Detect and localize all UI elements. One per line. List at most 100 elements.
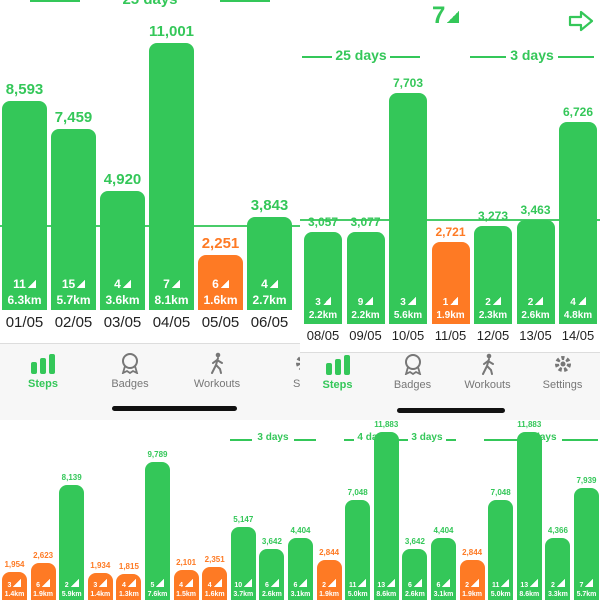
floors-icon xyxy=(13,578,22,587)
share-arrow-icon[interactable] xyxy=(568,10,594,32)
floors-icon xyxy=(70,578,79,587)
day-bar[interactable]: 2 1.9km xyxy=(459,559,485,600)
tab-label: Settings xyxy=(542,379,583,391)
floors-label: 11 xyxy=(488,578,513,589)
day-bar[interactable]: 3 1.4km xyxy=(2,572,27,600)
day-bar[interactable]: 4 3.6km xyxy=(100,190,145,310)
step-count-label: 1,934 xyxy=(90,560,111,570)
medal-icon xyxy=(375,353,450,376)
floors-value: 3 xyxy=(7,581,12,589)
distance-label: 8.1km xyxy=(154,293,189,307)
distance-label: 8.6km xyxy=(376,591,397,598)
tab-settings[interactable]: Settings xyxy=(525,353,600,391)
floors-label: 11 xyxy=(2,278,47,290)
bar-chart-icon xyxy=(300,353,375,375)
streak-bracket: 25 days xyxy=(302,47,420,65)
step-count-label: 3,057 xyxy=(307,215,339,230)
distance-label: 5.7km xyxy=(56,292,91,307)
bracket-line xyxy=(484,439,520,441)
floors-icon xyxy=(99,578,108,587)
step-count-label: 4,920 xyxy=(103,170,142,188)
distance-label: 8.6km xyxy=(519,591,540,598)
floors-label: 2 xyxy=(59,578,84,589)
floors-icon xyxy=(585,578,594,587)
day-bar[interactable]: 3 1.4km xyxy=(87,572,113,600)
steps-chart: 3 2.2km 3,057 08/05 9 2.2km 3,077 09/05 3 5.6km 7,… xyxy=(300,0,600,350)
streak-bracket-label: 3 days xyxy=(257,432,289,443)
day-bar[interactable]: 6 1.9km xyxy=(30,562,56,600)
distance-label: 1.4km xyxy=(90,590,111,598)
floors-label: 3 xyxy=(2,578,27,589)
tab-setti[interactable]: Setti xyxy=(265,352,300,390)
day-bar[interactable]: 2 2.6km xyxy=(516,220,555,324)
step-count-label: 2,844 xyxy=(319,547,340,557)
tab-label: Setti xyxy=(292,378,300,390)
day-bar[interactable]: 4 4.8km xyxy=(559,122,597,324)
step-count-label: 3,077 xyxy=(350,214,381,229)
day-bar[interactable]: 13 8.6km xyxy=(516,432,542,600)
step-count-label: 7,048 xyxy=(490,488,511,498)
floors-value: 11 xyxy=(348,581,357,589)
floors-icon xyxy=(42,578,51,587)
floors-label: 4 xyxy=(174,578,199,589)
floors-label: 11 xyxy=(345,578,370,589)
day-bar[interactable]: 5 7.6km xyxy=(145,461,170,600)
step-count-label: 3,463 xyxy=(520,203,551,218)
day-bar[interactable]: 3 2.2km xyxy=(304,232,342,324)
day-bar[interactable]: 4 1.3km xyxy=(116,574,142,600)
floors-value: 6 xyxy=(212,276,219,291)
day-bar[interactable]: 2 2.3km xyxy=(474,225,512,324)
floors-icon xyxy=(535,296,544,305)
day-bar[interactable]: 7 8.1km xyxy=(149,43,194,310)
day-bar[interactable]: 11 5.0km xyxy=(488,500,514,600)
day-bar[interactable]: 6 1.6km xyxy=(198,255,243,310)
day-bar[interactable]: 7 5.7km xyxy=(574,487,599,600)
day-bar[interactable]: 2 1.9km xyxy=(316,559,342,600)
day-bar[interactable]: 3 5.6km xyxy=(389,93,427,324)
floors-label: 3 xyxy=(304,296,342,308)
floors-value: 2 xyxy=(485,296,491,308)
tab-steps[interactable]: Steps xyxy=(300,353,375,391)
floors-label: 3 xyxy=(389,297,427,308)
day-bar[interactable]: 2 3.3km xyxy=(545,538,571,600)
distance-label: 3.3km xyxy=(547,590,568,598)
day-bar[interactable]: 2 5.9km xyxy=(59,484,85,600)
date-label: 13/05 xyxy=(519,328,552,343)
day-bar[interactable]: 13 8.6km xyxy=(373,432,399,600)
tab-workouts[interactable]: Workouts xyxy=(450,353,525,391)
tab-label: Steps xyxy=(28,378,58,390)
tab-steps[interactable]: Steps xyxy=(4,352,82,390)
day-bar[interactable]: 4 2.7km xyxy=(247,216,292,310)
day-bar[interactable]: 6 3.1km xyxy=(431,537,456,600)
tab-workouts[interactable]: Workouts xyxy=(178,352,256,390)
bracket-line xyxy=(562,439,598,441)
streak-bracket-label: 25 days xyxy=(122,0,177,8)
day-bar[interactable]: 1 1.9km xyxy=(431,242,470,324)
day-bar[interactable]: 4 1.5km xyxy=(173,570,199,600)
distance-label: 1.3km xyxy=(118,590,139,598)
screenshot-panel-2: 7 25 days 3 days 3 2.2km 3,057 08/05 9 2.2km 3,… xyxy=(300,0,600,420)
step-count-label: 2,351 xyxy=(204,554,225,564)
tab-badges[interactable]: Badges xyxy=(91,352,169,390)
floors-label: 2 xyxy=(545,578,570,589)
step-count-label: 3,642 xyxy=(404,536,425,546)
streak-bracket-label: 25 days xyxy=(335,47,387,63)
day-bar[interactable]: 6 2.6km xyxy=(259,548,285,600)
day-bar[interactable]: 15 5.7km xyxy=(51,128,96,310)
floors-value: 3 xyxy=(93,581,98,589)
floors-label: 6 xyxy=(288,578,313,589)
streak-bracket-label: 3 days xyxy=(411,432,443,443)
day-bar[interactable]: 4 1.6km xyxy=(202,566,228,600)
day-bar[interactable]: 9 2.2km xyxy=(346,231,385,324)
day-bar[interactable]: 11 6.3km xyxy=(2,101,47,310)
tab-badges[interactable]: Badges xyxy=(375,353,450,391)
floors-icon xyxy=(407,297,416,305)
day-bar[interactable]: 10 3.7km xyxy=(230,527,256,600)
step-count-label: 7,459 xyxy=(54,108,93,126)
day-bar[interactable]: 6 3.1km xyxy=(288,537,313,600)
floors-icon xyxy=(171,280,180,288)
bracket-line xyxy=(470,56,506,58)
day-bar[interactable]: 11 5.0km xyxy=(345,500,371,600)
day-bar[interactable]: 6 2.6km xyxy=(402,548,428,600)
